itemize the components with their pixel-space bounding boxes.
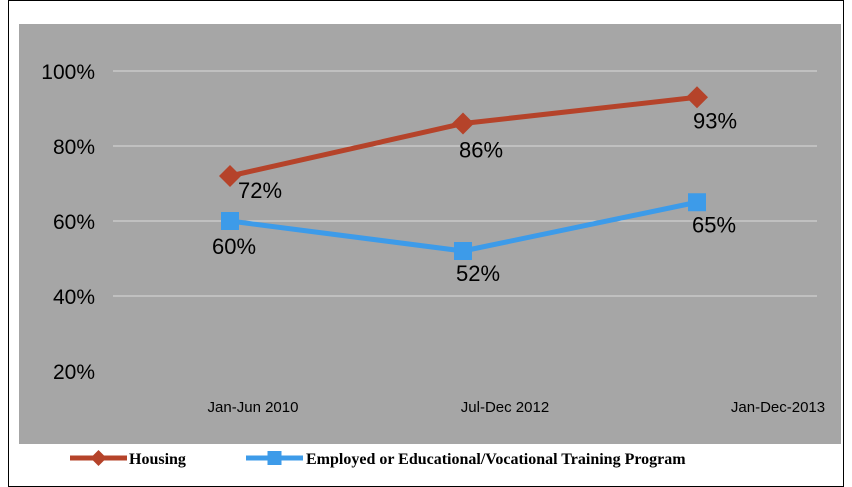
- data-label: 60%: [212, 234, 256, 259]
- data-point-marker: [219, 165, 241, 187]
- legend-item: Housing: [70, 450, 186, 468]
- legend-label: Employed or Educational/Vocational Train…: [306, 451, 686, 468]
- legend: Housing Employed or Educational/Vocationa…: [70, 450, 686, 468]
- data-point-marker: [454, 242, 472, 260]
- data-label: 93%: [693, 108, 737, 133]
- legend-label: Housing: [129, 451, 186, 468]
- legend-marker: [90, 450, 107, 466]
- x-tick-label: Jan-Dec-2013: [731, 399, 825, 416]
- y-tick-label: 40%: [53, 286, 95, 309]
- series-housing: 72% 86% 93%: [219, 86, 737, 203]
- x-tick-label: Jan-Jun 2010: [208, 399, 299, 416]
- data-label: 86%: [459, 138, 503, 163]
- data-label: 72%: [238, 178, 282, 203]
- x-axis: Jan-Jun 2010 Jul-Dec 2012 Jan-Dec-2013: [208, 399, 826, 416]
- y-tick-label: 80%: [53, 136, 95, 159]
- series-employed-education: 60% 52% 65%: [212, 193, 736, 286]
- x-tick-label: Jul-Dec 2012: [461, 399, 549, 416]
- y-axis: 20% 40% 60% 80% 100%: [41, 61, 95, 384]
- data-point-marker: [452, 112, 474, 135]
- y-tick-label: 100%: [41, 61, 95, 84]
- series-group: 72% 86% 93% 60% 52% 65%: [212, 86, 737, 286]
- data-label: 65%: [692, 212, 736, 237]
- y-tick-label: 60%: [53, 211, 95, 234]
- y-tick-label: 20%: [53, 361, 95, 384]
- legend-marker: [267, 451, 282, 465]
- data-point-marker: [686, 86, 708, 109]
- data-point-marker: [221, 212, 239, 230]
- data-point-marker: [688, 193, 706, 212]
- legend-item: Employed or Educational/Vocational Train…: [246, 451, 686, 468]
- data-label: 52%: [456, 261, 500, 286]
